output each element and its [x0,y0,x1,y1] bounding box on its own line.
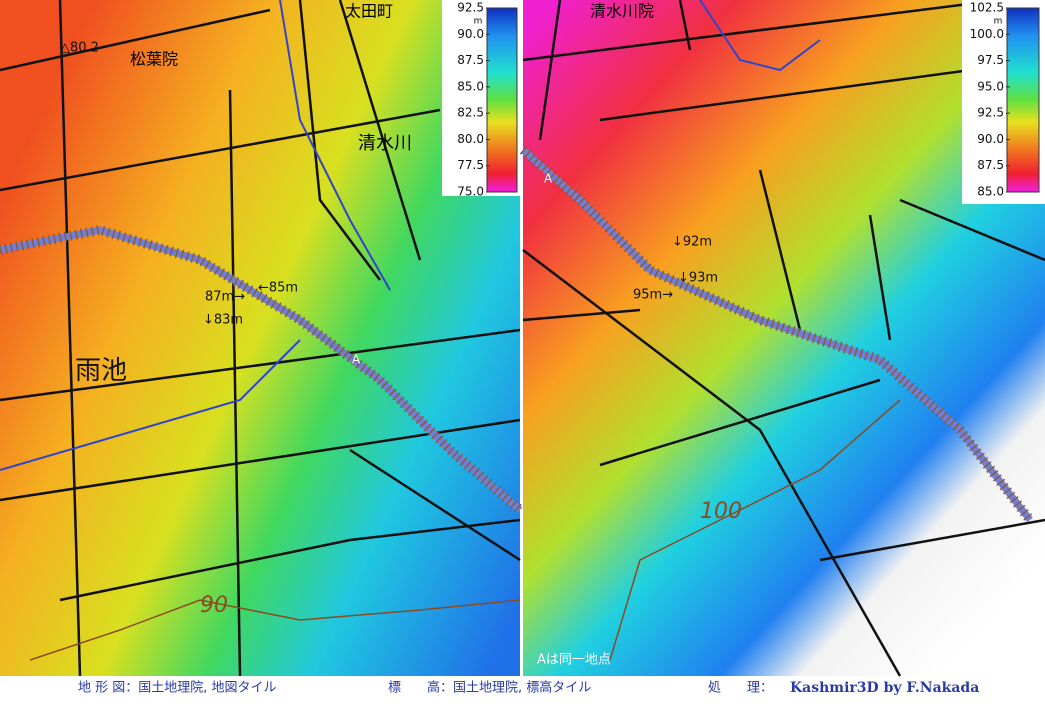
legend-label: 80.0 [457,132,484,146]
annotation: 95m→ [633,288,673,303]
terrain [0,0,520,676]
point-label: A [544,172,553,186]
credit: 地 形 図：国土地理院, 地図タイル [78,681,277,696]
left-map: △80.2 松葉院 太田町 清水川 雨池 A 90 87m→ ←85m ↓83m… [0,0,524,677]
point-label: A [352,353,361,367]
credit: Kashmir3D by F.Nakada [790,680,979,696]
roads [0,0,521,677]
stream [0,0,391,471]
legend-label: 75.0 [457,185,484,199]
legend-label: 77.5 [457,158,484,172]
legend-label: 102.5 [970,1,1004,15]
legend-unit: m [474,17,483,27]
legend-label: 85.0 [977,185,1004,199]
annotation: 87m→ [205,290,245,305]
place-name: 清水川院 [590,2,654,21]
legend-label: 85.0 [457,79,484,93]
place-name: 雨池 [75,356,127,386]
legend-label: 87.5 [977,158,1004,172]
legend-unit: m [994,17,1003,27]
note: Aは同一地点 [537,653,611,668]
credit: 標 高：国土地理院, 標高タイル [388,680,591,696]
benchmark: △80.2 [60,41,99,56]
railway [519,146,1034,524]
stream [699,0,821,72]
footer: 地 形 図：国土地理院, 地図タイル 標 高：国土地理院, 標高タイル 処 理：… [78,680,979,697]
legend-label: 92.5 [977,106,1004,120]
legend-label: 100.0 [970,27,1004,41]
place-name: 清水川 [358,133,412,154]
place-name: 太田町 [345,2,393,21]
canal [0,226,523,513]
credit: 処 理： [708,681,773,696]
legend-label: 95.0 [977,79,1004,93]
legend-label: 97.5 [977,53,1004,67]
right-map: 清水川院 A 100 ↓92m ↓93m 95m→ Aは同一地点 102.510… [519,0,1045,677]
annotation: ↓83m [203,313,243,328]
legend-bar [1006,7,1040,193]
contour-label: 90 [200,593,228,618]
contour-label: 100 [700,499,742,524]
legend-label: 87.5 [457,53,484,67]
legend: 92.5 90.0 87.5 85.0 82.5 80.0 77.5 75.0 m [442,0,520,199]
place-name: 松葉院 [130,50,178,69]
annotation: ←85m [258,281,298,296]
annotation: ↓92m [672,235,712,250]
legend-label: 90.0 [977,132,1004,146]
contour-line [609,399,901,661]
legend-label: 92.5 [457,1,484,15]
annotation: ↓93m [678,271,718,286]
legend-bar [486,7,518,193]
legend: 102.5 100.0 97.5 95.0 92.5 90.0 87.5 85.0 m [962,0,1045,204]
legend-label: 82.5 [457,106,484,120]
legend-label: 90.0 [457,27,484,41]
contour-line [29,599,521,661]
terrain [523,0,1045,676]
roads [522,0,1045,677]
